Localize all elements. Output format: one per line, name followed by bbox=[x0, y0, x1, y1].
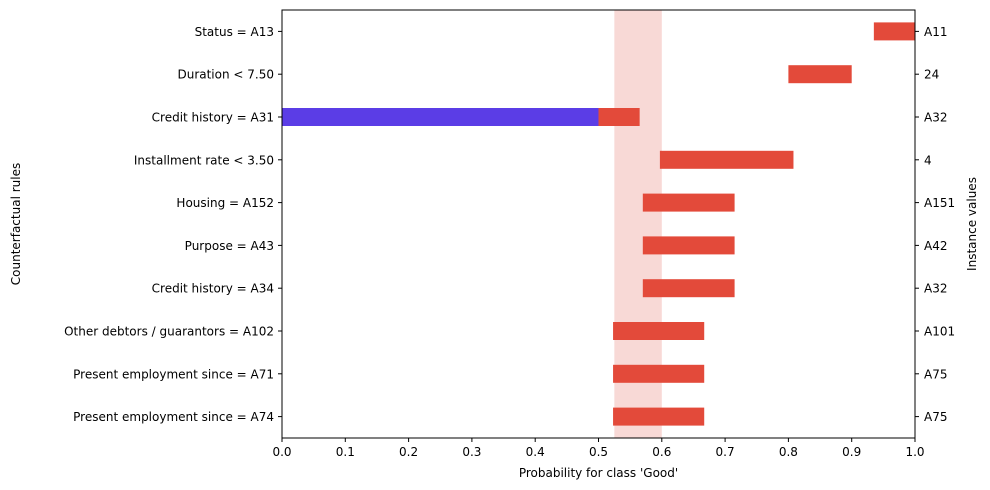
x-tick-label: 0.2 bbox=[399, 445, 418, 459]
counterfactual-bar bbox=[613, 364, 705, 383]
y-axis-label-right: Instance values bbox=[965, 177, 979, 271]
instance-value-label: A75 bbox=[924, 367, 947, 381]
rule-label: Credit history = A34 bbox=[152, 282, 274, 296]
counterfactual-bar bbox=[598, 108, 640, 126]
instance-value-label: 4 bbox=[924, 153, 932, 167]
counterfactual-bar bbox=[613, 407, 705, 426]
rule-label: Installment rate < 3.50 bbox=[134, 153, 274, 167]
counterfactual-bar bbox=[642, 279, 735, 298]
x-tick-label: 0.9 bbox=[842, 445, 861, 459]
counterfactual-bar bbox=[873, 22, 915, 41]
x-tick-label: 0.4 bbox=[526, 445, 545, 459]
instance-value-label: A151 bbox=[924, 196, 955, 210]
x-tick-label: 0.6 bbox=[652, 445, 671, 459]
y-axis-label-left: Counterfactual rules bbox=[9, 163, 23, 285]
instance-value-label: A32 bbox=[924, 111, 947, 125]
instance-value-label: A101 bbox=[924, 325, 955, 339]
rule-label: Purpose = A43 bbox=[185, 239, 274, 253]
x-tick-label: 0.8 bbox=[779, 445, 798, 459]
instance-value-label: A75 bbox=[924, 410, 947, 424]
counterfactual-bar bbox=[659, 150, 794, 169]
instance-value-label: A32 bbox=[924, 282, 947, 296]
counterfactual-bar bbox=[788, 65, 852, 84]
instance-value-label: A42 bbox=[924, 239, 947, 253]
x-tick-label: 0.7 bbox=[716, 445, 735, 459]
x-axis-label: Probability for class 'Good' bbox=[519, 466, 678, 480]
counterfactual-bar bbox=[613, 322, 705, 340]
x-tick-label: 0.5 bbox=[589, 445, 608, 459]
rule-label: Duration < 7.50 bbox=[177, 68, 274, 82]
counterfactual-bar bbox=[642, 193, 735, 212]
base-bar bbox=[282, 108, 599, 126]
rule-label: Housing = A152 bbox=[176, 196, 274, 210]
x-tick-label: 0.0 bbox=[272, 445, 291, 459]
counterfactual-bar bbox=[642, 236, 735, 255]
rule-label: Credit history = A31 bbox=[152, 111, 274, 125]
rule-label: Present employment since = A71 bbox=[73, 367, 274, 381]
x-tick-label: 0.1 bbox=[336, 445, 355, 459]
instance-value-label: 24 bbox=[924, 68, 939, 82]
instance-value-label: A11 bbox=[924, 25, 947, 39]
rule-label: Other debtors / guarantors = A102 bbox=[64, 325, 274, 339]
x-tick-label: 0.3 bbox=[462, 445, 481, 459]
rule-label: Status = A13 bbox=[195, 25, 274, 39]
x-tick-label: 1.0 bbox=[905, 445, 924, 459]
rule-label: Present employment since = A74 bbox=[73, 410, 274, 424]
